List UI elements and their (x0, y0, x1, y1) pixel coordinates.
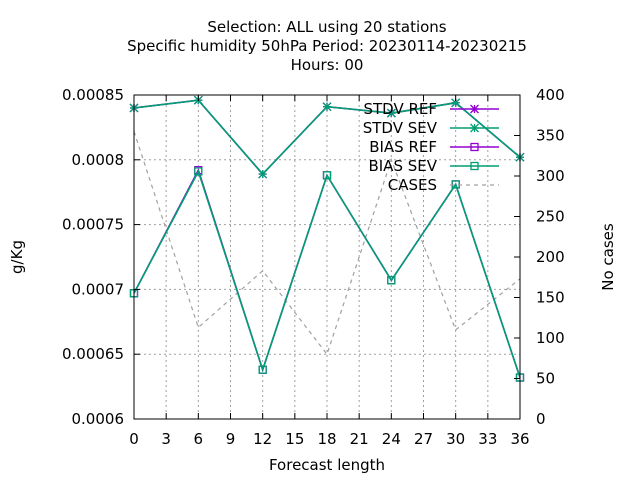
y2-tick-label: 200 (536, 248, 565, 266)
x-tick-label: 0 (129, 430, 139, 448)
y-tick-label: 0.00085 (62, 86, 124, 104)
point-marker (470, 104, 479, 114)
x-axis: 0 3 6 9 12 15 18 21 24 27 30 33 36 (129, 95, 530, 448)
title-line-3: Hours: 00 (291, 56, 364, 74)
x-tick-label: 21 (350, 430, 369, 448)
legend-label: STDV SEV (363, 119, 438, 137)
marker-stroke (470, 104, 479, 114)
chart-title: Selection: ALL using 20 stations Specifi… (127, 18, 527, 74)
point-marker (387, 276, 396, 285)
y-tick-label: 0.0007 (72, 280, 125, 298)
legend-label: STDV REF (363, 100, 437, 118)
y2-axis-label: No cases (599, 223, 617, 291)
y2-tick-label: 400 (536, 86, 565, 104)
legend-label: BIAS SEV (368, 157, 437, 175)
x-axis-label: Forecast length (269, 456, 385, 474)
x-tick-label: 9 (226, 430, 236, 448)
marker-stroke (386, 108, 396, 118)
x-tick-label: 33 (478, 430, 497, 448)
series-cases (133, 131, 521, 356)
series-line (133, 169, 521, 378)
point-marker (258, 365, 267, 374)
y2-tick-label: 100 (536, 329, 565, 347)
marker-stroke (451, 98, 461, 108)
point-marker (258, 169, 268, 179)
marker-stroke (258, 169, 268, 179)
point-marker (322, 171, 332, 180)
point-marker (322, 102, 332, 112)
point-marker (386, 108, 396, 118)
y-tick-label: 0.0008 (72, 151, 125, 169)
y2-tick-label: 350 (536, 127, 565, 145)
y2-tick-label: 50 (536, 370, 555, 388)
y2-axis: 0 50 100 150 200 250 300 350 400 (514, 86, 565, 428)
y2-tick-label: 250 (536, 208, 565, 226)
y-tick-label: 0.00075 (62, 216, 124, 234)
y-axis: 0.0006 0.00065 0.0007 0.00075 0.0008 0.00085 (62, 86, 140, 428)
x-tick-label: 12 (253, 430, 272, 448)
y-tick-label: 0.00065 (62, 345, 124, 363)
x-tick-label: 36 (510, 430, 529, 448)
x-tick-label: 24 (382, 430, 401, 448)
marker-stroke (470, 123, 479, 133)
point-marker (194, 167, 203, 176)
series-layer (129, 95, 525, 382)
x-tick-label: 18 (317, 430, 336, 448)
x-tick-label: 15 (285, 430, 304, 448)
point-marker (470, 123, 479, 133)
y-tick-label: 0.0006 (72, 410, 125, 428)
series-bias-sev (129, 167, 525, 382)
x-tick-label: 6 (194, 430, 204, 448)
title-line-2: Specific humidity 50hPa Period: 20230114… (127, 37, 527, 55)
x-tick-label: 30 (446, 430, 465, 448)
title-line-1: Selection: ALL using 20 stations (207, 18, 446, 36)
y-axis-label: g/Kg (8, 240, 26, 274)
point-marker (470, 161, 479, 171)
y2-tick-label: 0 (536, 410, 546, 428)
x-tick-label: 27 (414, 430, 433, 448)
y2-tick-label: 150 (536, 289, 565, 307)
point-marker (470, 142, 479, 152)
marker-stroke (322, 102, 332, 112)
grid (134, 95, 520, 419)
series-line (133, 131, 521, 356)
y2-tick-label: 300 (536, 167, 565, 185)
legend-label: CASES (388, 176, 437, 194)
x-tick-label: 3 (161, 430, 171, 448)
legend-label: BIAS REF (369, 138, 437, 156)
series-bias-ref (129, 166, 525, 382)
